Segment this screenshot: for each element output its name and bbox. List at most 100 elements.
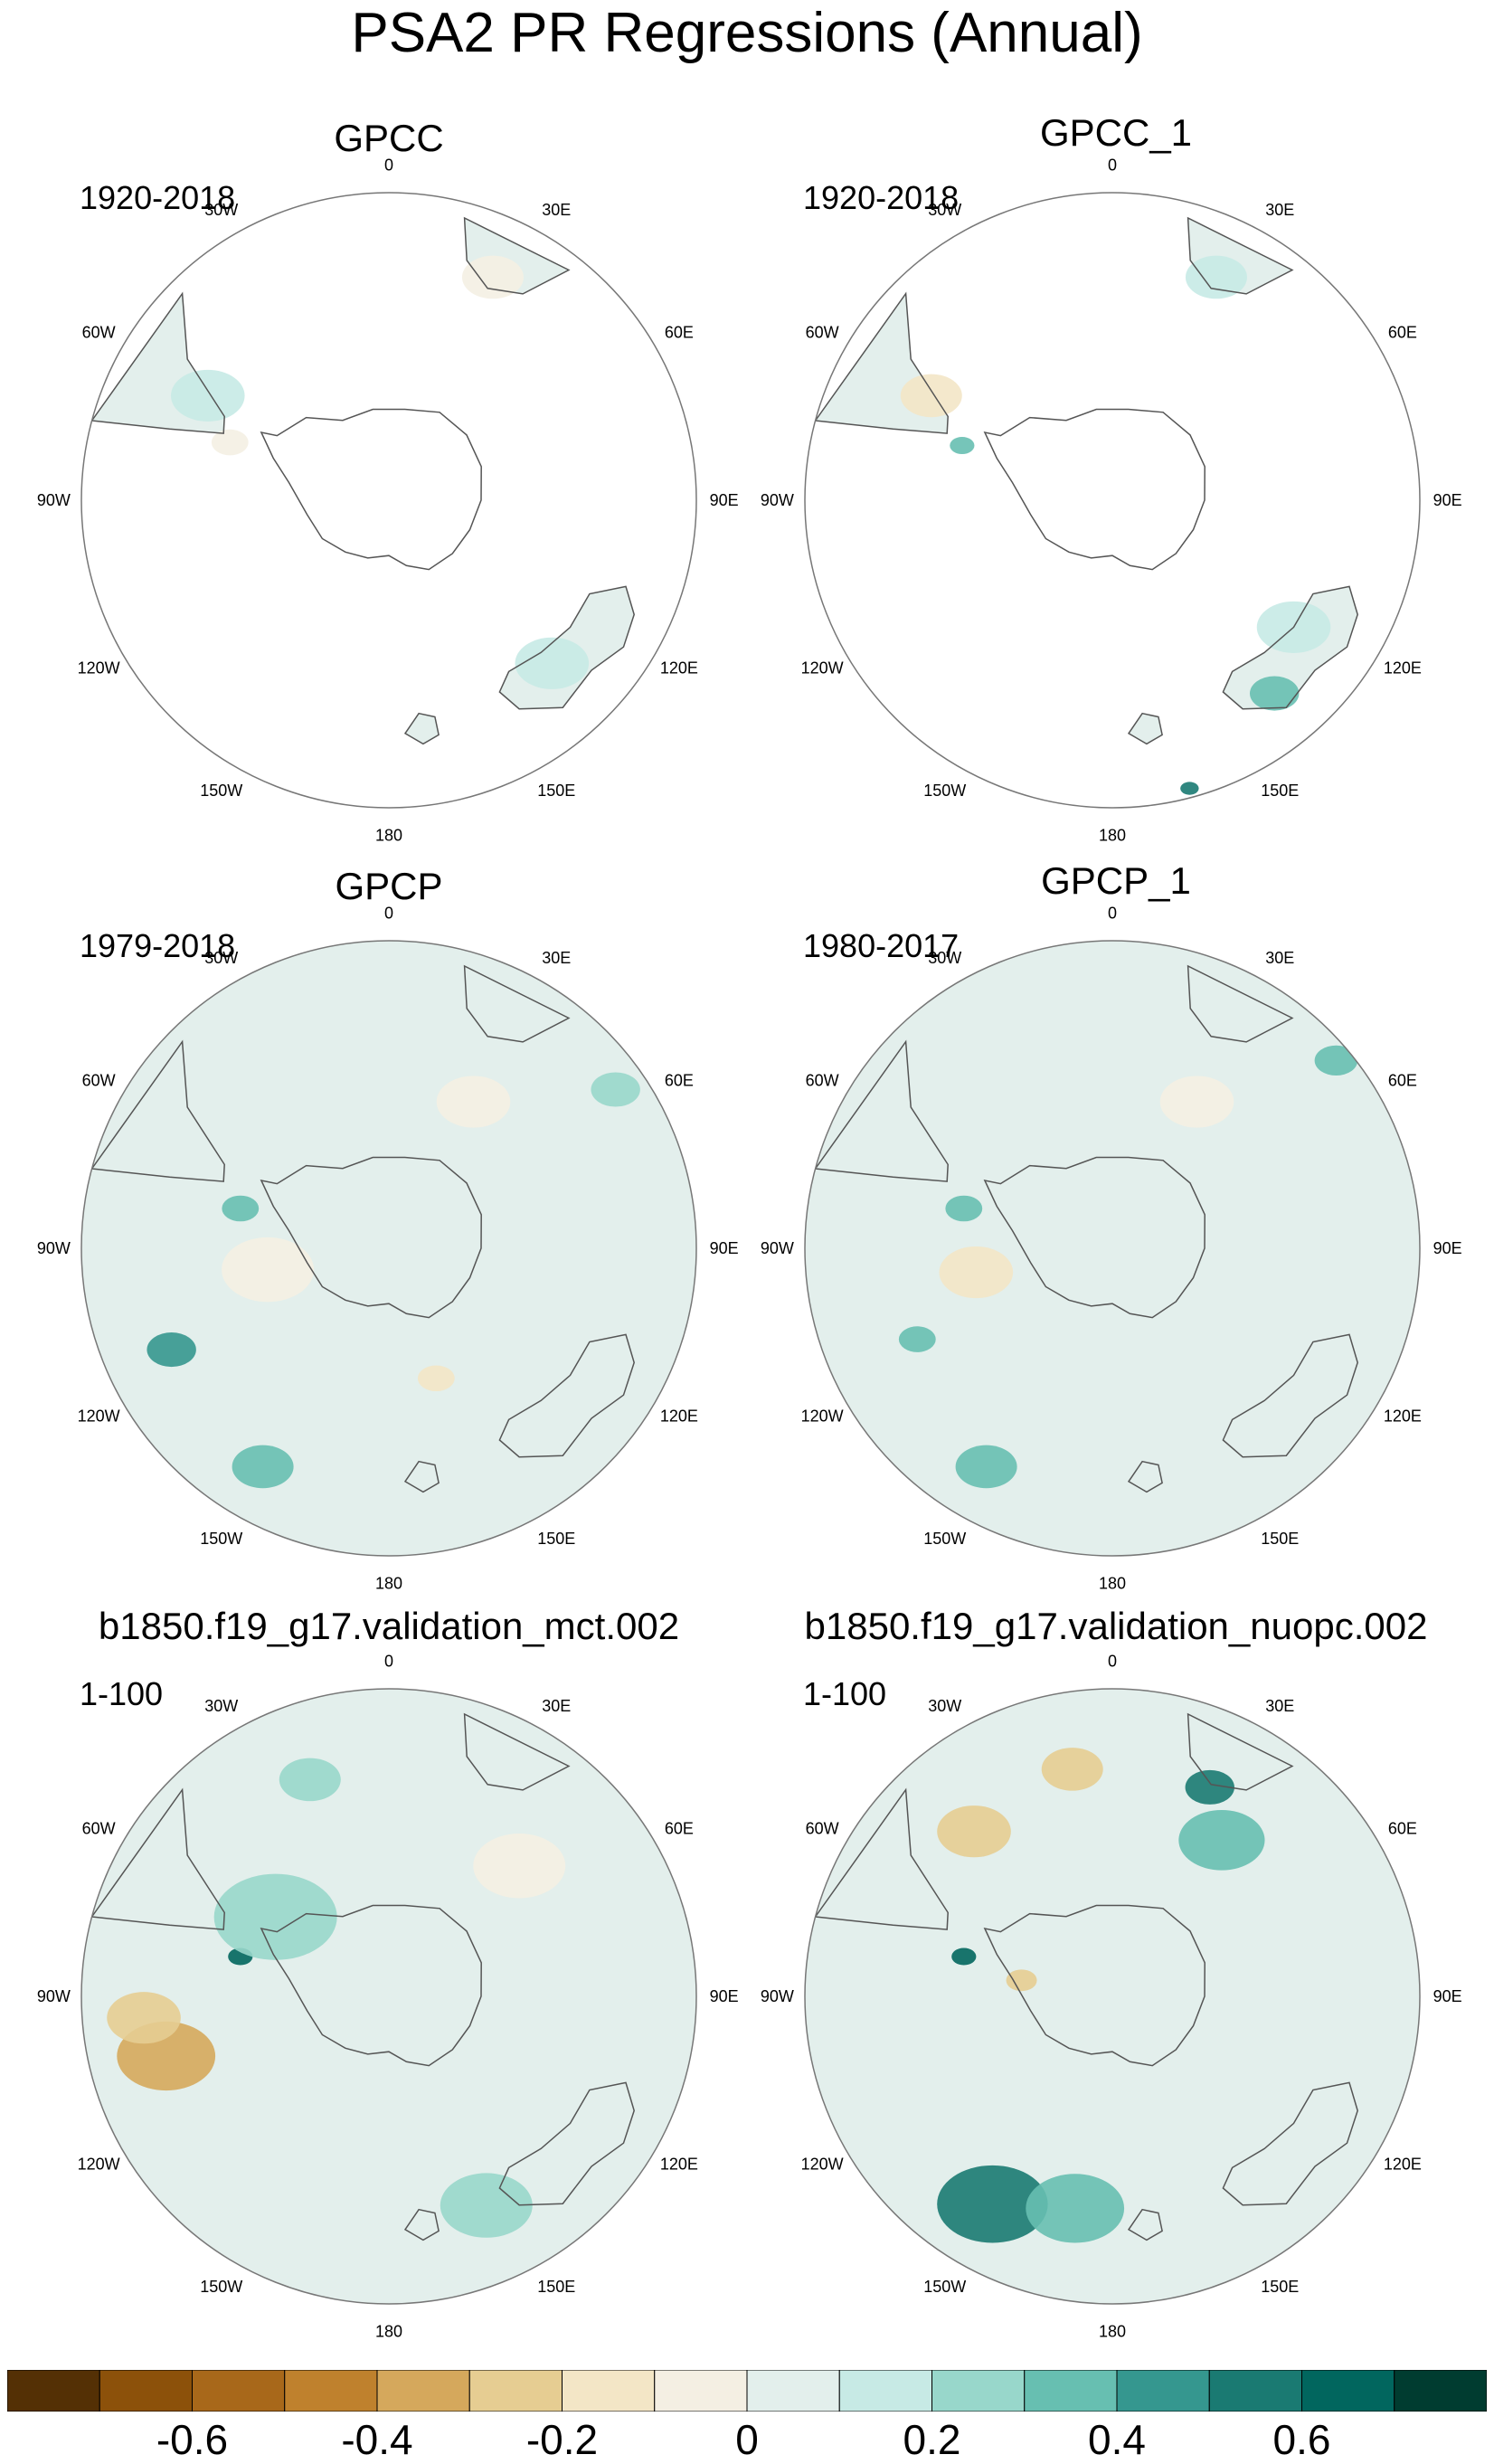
coastline xyxy=(814,291,949,434)
longitude-label: 60W xyxy=(82,1820,116,1838)
colorbar-swatch xyxy=(654,2370,748,2412)
coastline xyxy=(983,408,1206,571)
longitude-label: 30W xyxy=(928,201,961,219)
longitude-label: 60W xyxy=(82,324,116,342)
longitude-label: 150E xyxy=(537,782,575,800)
panel-title-gpcp: GPCP xyxy=(335,865,443,907)
longitude-label: 90E xyxy=(1433,1987,1462,2005)
longitude-label: 30E xyxy=(1265,949,1294,967)
map-background xyxy=(81,1689,696,2304)
longitude-label: 60W xyxy=(82,1072,116,1090)
anomaly-contour xyxy=(222,1237,315,1303)
anomaly-contour xyxy=(170,369,245,422)
colorbar-swatch xyxy=(562,2370,656,2412)
anomaly-contour xyxy=(232,1445,294,1489)
polar-map-validation-mct: 0 30E 60E 90E 120E 150E 180 150W 120W 90W 60W 30W xyxy=(37,1652,739,2340)
coastline xyxy=(1222,1333,1358,1458)
longitude-label: 120W xyxy=(801,1407,844,1425)
longitude-label: 180 xyxy=(375,827,402,845)
longitude-label: 60W xyxy=(806,324,839,342)
anomaly-contour xyxy=(1178,1810,1265,1871)
coastline xyxy=(260,408,482,571)
polar-map-validation-nuopc: 0 30E 60E 90E 120E 150E 180 150W 120W 90W 60W 30W xyxy=(761,1652,1462,2340)
longitude-label: 90E xyxy=(1433,1239,1462,1257)
longitude-label: 180 xyxy=(375,2323,402,2341)
anomaly-contour xyxy=(937,1805,1011,1858)
coastline xyxy=(403,2208,440,2241)
colorbar-swatch xyxy=(99,2370,193,2412)
anomaly-contour xyxy=(898,1326,936,1352)
longitude-label: 120W xyxy=(801,659,844,677)
colorbar-tick-label: -0.6 xyxy=(156,2416,229,2463)
panel-title-validation-nuopc: b1850.f19_g17.validation_nuopc.002 xyxy=(804,1605,1428,1647)
anomaly-contour xyxy=(461,255,524,299)
longitude-label: 0 xyxy=(384,156,393,174)
colorbar-tick-label: -0.2 xyxy=(525,2416,599,2463)
land-fill xyxy=(405,713,440,744)
longitude-label: 60E xyxy=(665,1072,694,1090)
panel-period-validation-nuopc: 1-100 xyxy=(803,1675,887,1712)
longitude-label: 90E xyxy=(1433,491,1462,509)
longitude-label: 90E xyxy=(710,1987,739,2005)
colorbar-swatch xyxy=(1208,2370,1302,2412)
longitude-label: 30E xyxy=(1265,201,1294,219)
coastline xyxy=(498,585,635,710)
colorbar-swatch xyxy=(192,2370,286,2412)
coastline xyxy=(814,1787,949,1930)
anomaly-contour xyxy=(939,1246,1014,1299)
colorbar-swatch xyxy=(284,2370,378,2412)
longitude-label: 90E xyxy=(710,491,739,509)
longitude-label: 60W xyxy=(806,1072,839,1090)
longitude-label: 30E xyxy=(542,949,571,967)
coastline xyxy=(498,1333,635,1458)
map-border xyxy=(804,1688,1421,2305)
panel-title-validation-mct: b1850.f19_g17.validation_mct.002 xyxy=(98,1605,680,1647)
longitude-label: 90W xyxy=(761,1987,794,2005)
polar-map-gpcc-1: 0 30E 60E 90E 120E 150E 180 150W 120W 90W 60W 30W xyxy=(761,156,1462,844)
longitude-label: 30W xyxy=(204,1697,238,1715)
anomaly-contour xyxy=(440,2173,533,2238)
longitude-label: 120W xyxy=(78,659,120,677)
longitude-label: 0 xyxy=(384,1652,393,1670)
coastline xyxy=(1127,1460,1163,1493)
longitude-label: 150W xyxy=(200,2278,242,2296)
coastline xyxy=(983,1156,1206,1319)
coastline xyxy=(1187,1712,1294,1791)
colorbar-tick-label: 0.2 xyxy=(903,2416,961,2463)
longitude-label: 90W xyxy=(37,1987,71,2005)
coastline xyxy=(1127,712,1163,745)
coastline xyxy=(463,1712,571,1791)
longitude-label: 90E xyxy=(710,1239,739,1257)
coastline xyxy=(1222,585,1358,710)
longitude-label: 30W xyxy=(928,949,961,967)
coastline xyxy=(983,1904,1206,2067)
longitude-label: 30W xyxy=(204,949,238,967)
colorbar-swatch xyxy=(1394,2370,1487,2412)
colorbar-swatch xyxy=(376,2370,470,2412)
longitude-label: 150E xyxy=(1261,1530,1299,1548)
polar-map-gpcc: 0 30E 60E 90E 120E 150E 180 150W 120W 90W 60W 30W xyxy=(37,156,739,844)
colorbar-swatch xyxy=(931,2370,1026,2412)
anomaly-contour xyxy=(937,2165,1048,2243)
panel-period-gpcp: 1979-2018 xyxy=(80,927,236,964)
longitude-label: 120E xyxy=(660,1407,698,1425)
colorbar-swatch xyxy=(1301,2370,1395,2412)
panel-title-gpcc-1: GPCC_1 xyxy=(1039,111,1193,154)
longitude-label: 150E xyxy=(1261,782,1299,800)
anomaly-contour xyxy=(107,1992,181,2044)
longitude-label: 30E xyxy=(542,201,571,219)
polar-map-gpcp: 0 30E 60E 90E 120E 150E 180 150W 120W 90W 60W 30W xyxy=(37,904,739,1592)
panel-period-gpcp-1: 1980-2017 xyxy=(803,927,960,964)
colorbar-swatch xyxy=(1024,2370,1118,2412)
longitude-label: 180 xyxy=(1099,827,1126,845)
panel-period-validation-mct: 1-100 xyxy=(80,1675,164,1712)
longitude-label: 30W xyxy=(204,201,238,219)
anomaly-contour xyxy=(950,437,975,455)
longitude-label: 30W xyxy=(928,1697,961,1715)
map-border xyxy=(804,940,1421,1557)
longitude-label: 180 xyxy=(1099,1575,1126,1593)
anomaly-contour xyxy=(591,1072,640,1107)
longitude-label: 150E xyxy=(537,1530,575,1548)
longitude-label: 150W xyxy=(200,1530,242,1548)
map-border xyxy=(804,192,1421,809)
